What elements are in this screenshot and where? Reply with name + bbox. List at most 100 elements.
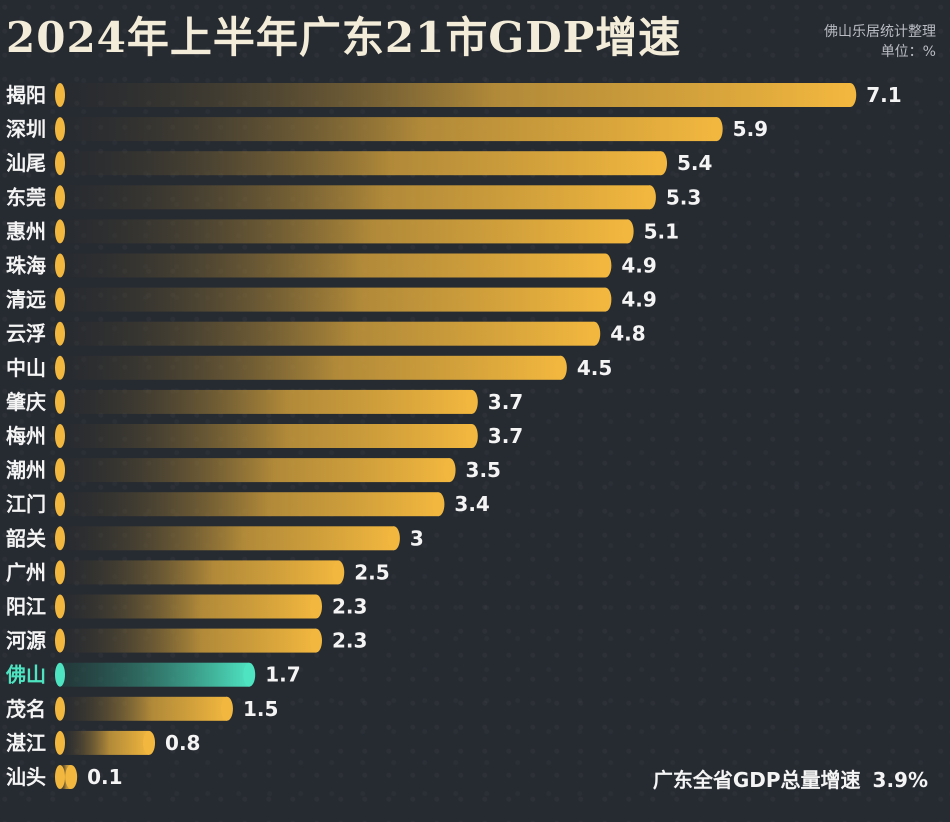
value-label: 3.7 xyxy=(488,390,523,414)
bar-end-cap xyxy=(332,560,345,585)
source-note: 佛山乐居统计整理 单位：% xyxy=(824,22,936,62)
bar xyxy=(60,424,472,448)
bar-end-cap xyxy=(643,185,656,210)
bar xyxy=(60,219,628,244)
category-label: 梅州 xyxy=(6,424,46,448)
value-label: 0.8 xyxy=(165,731,200,755)
bar-end-cap xyxy=(309,594,322,619)
category-label: 东莞 xyxy=(6,185,46,209)
bar-start-cap xyxy=(55,253,65,278)
category-label: 江门 xyxy=(6,492,46,516)
bar-start-cap xyxy=(55,628,65,653)
value-label: 3.7 xyxy=(488,424,523,448)
bar-start-cap xyxy=(55,526,65,551)
bar-end-cap xyxy=(621,219,634,244)
bar xyxy=(60,662,250,687)
value-label: 7.1 xyxy=(866,83,901,107)
category-label: 茂名 xyxy=(6,697,46,721)
value-label: 5.1 xyxy=(644,219,679,243)
category-label: 潮州 xyxy=(6,458,46,482)
category-label: 珠海 xyxy=(6,254,46,278)
bar xyxy=(60,696,227,721)
bar-end-cap xyxy=(599,287,612,312)
bar xyxy=(60,389,472,414)
bar xyxy=(60,185,650,210)
value-label: 3.4 xyxy=(454,492,489,516)
category-label: 肇庆 xyxy=(6,390,46,414)
category-label: 中山 xyxy=(6,356,46,380)
bar xyxy=(60,355,561,380)
bar-end-cap xyxy=(599,253,612,278)
bar-end-cap xyxy=(432,492,445,517)
value-label: 1.5 xyxy=(243,697,278,721)
bar-start-cap xyxy=(55,389,65,414)
bar-start-cap xyxy=(55,83,65,107)
bar-start-cap xyxy=(55,117,65,142)
bar xyxy=(60,458,450,483)
value-label: 2.3 xyxy=(332,629,367,653)
bar-end-cap xyxy=(220,696,233,721)
bar xyxy=(60,117,717,142)
bar-start-cap xyxy=(55,287,65,312)
bar-start-cap xyxy=(55,730,65,755)
source-text: 佛山乐居统计整理 xyxy=(824,24,936,40)
bar xyxy=(60,526,394,551)
bar-start-cap xyxy=(55,458,65,483)
bar xyxy=(60,151,662,176)
category-label: 云浮 xyxy=(6,322,46,346)
bar-end-cap xyxy=(554,355,567,380)
bar-end-cap xyxy=(65,765,78,789)
province-growth-value: 3.9% xyxy=(872,768,928,792)
category-label: 佛山 xyxy=(5,663,46,687)
bar-end-cap xyxy=(465,424,478,448)
value-label: 1.7 xyxy=(265,663,300,687)
value-label: 3 xyxy=(410,526,424,550)
bar-end-cap xyxy=(465,389,478,414)
value-label: 3.5 xyxy=(466,458,501,482)
page-title: 2024年上半年广东21市GDP增速 xyxy=(6,13,682,62)
category-label: 湛江 xyxy=(6,731,46,755)
value-label: 4.5 xyxy=(577,356,612,380)
bar xyxy=(60,253,606,278)
value-label: 4.9 xyxy=(621,288,656,312)
bar-end-cap xyxy=(443,458,456,483)
province-growth-label: 广东全省GDP总量增速 xyxy=(652,768,861,792)
bar xyxy=(60,730,150,755)
value-label: 5.4 xyxy=(677,151,712,175)
bar xyxy=(60,321,595,346)
category-label: 韶关 xyxy=(6,526,46,550)
category-label: 阳江 xyxy=(6,595,46,619)
category-label: 惠州 xyxy=(6,219,46,243)
bar-start-cap xyxy=(55,662,65,687)
province-growth-note: 广东全省GDP总量增速 3.9% xyxy=(653,764,928,793)
value-label: 2.3 xyxy=(332,595,367,619)
category-label: 清远 xyxy=(6,288,46,312)
category-label: 广州 xyxy=(6,560,46,584)
value-label: 0.1 xyxy=(87,765,122,789)
bar xyxy=(60,492,439,517)
value-label: 4.8 xyxy=(610,322,645,346)
bar xyxy=(60,287,606,312)
value-label: 5.9 xyxy=(733,117,768,141)
bar-end-cap xyxy=(387,526,400,551)
bar-end-cap xyxy=(655,151,668,176)
bar-start-cap xyxy=(55,696,65,721)
bar xyxy=(60,83,851,107)
category-label: 汕头 xyxy=(6,765,46,789)
bar-end-cap xyxy=(588,321,601,346)
bar-start-cap xyxy=(55,355,65,380)
bar-end-cap xyxy=(844,83,857,107)
bar-start-cap xyxy=(55,492,65,517)
bar xyxy=(60,628,316,653)
bar-start-cap xyxy=(55,321,65,346)
bar-start-cap xyxy=(55,765,65,789)
bar-start-cap xyxy=(55,185,65,210)
category-label: 揭阳 xyxy=(6,83,46,107)
value-label: 5.3 xyxy=(666,185,701,209)
bar xyxy=(60,560,339,585)
category-label: 河源 xyxy=(6,629,46,653)
value-label: 2.5 xyxy=(354,560,389,584)
bar-start-cap xyxy=(55,424,65,448)
bar-start-cap xyxy=(55,151,65,176)
